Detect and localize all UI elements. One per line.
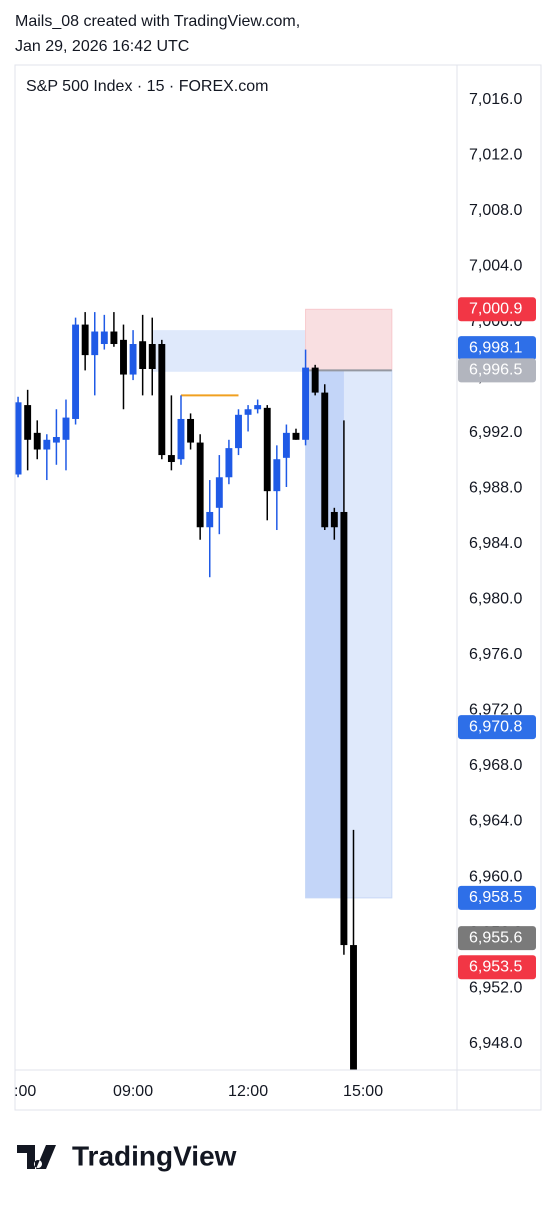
x-tick-label: :00 xyxy=(14,1083,36,1100)
candle-body xyxy=(187,418,195,443)
candle-body xyxy=(235,414,242,449)
candle-body xyxy=(52,437,60,443)
candle-body xyxy=(91,331,99,356)
candle-body xyxy=(33,432,41,450)
frame xyxy=(14,64,542,1111)
y-tick-label: 6,984.0 xyxy=(469,535,522,552)
price-label: 6,955.6 xyxy=(469,929,522,946)
price-label-box xyxy=(458,715,536,740)
price-label: 7,000.9 xyxy=(469,301,522,318)
candle-body xyxy=(15,402,22,475)
chart-title: S&P 500 Index · 15 · FOREX.com xyxy=(26,78,268,95)
candle-body xyxy=(321,392,329,528)
y-tick-label: 6,976.0 xyxy=(469,646,522,663)
candle-body xyxy=(24,405,32,440)
candle-body xyxy=(263,407,271,492)
y-tick-label: 7,008.0 xyxy=(469,202,522,219)
candle-body xyxy=(292,432,300,440)
price-label-box xyxy=(458,926,536,951)
candle-body xyxy=(139,341,147,369)
candle-body xyxy=(100,331,108,345)
price-label-box xyxy=(458,336,536,361)
logo-mark xyxy=(17,1145,56,1169)
candle-body xyxy=(330,511,338,528)
candle-body xyxy=(129,344,137,375)
stop-zone xyxy=(305,308,393,371)
y-tick-label: 6,952.0 xyxy=(469,979,522,996)
candle-body xyxy=(43,439,51,450)
x-tick-label: 15:00 xyxy=(343,1083,383,1100)
candle-body xyxy=(215,477,223,508)
price-label: 6,998.1 xyxy=(469,339,522,356)
price-label: 6,953.5 xyxy=(469,958,522,975)
y-tick-label: 6,964.0 xyxy=(469,813,522,830)
candle-body xyxy=(311,367,319,393)
logo: TradingView xyxy=(17,1140,237,1171)
y-tick-label: 7,012.0 xyxy=(469,146,522,163)
y-tick-label: 6,972.0 xyxy=(469,702,522,719)
candle-body xyxy=(340,511,348,946)
candle-body xyxy=(148,344,156,369)
y-tick-label: 6,980.0 xyxy=(469,591,522,608)
candle-body xyxy=(177,418,185,460)
y-tick-label: 6,948.0 xyxy=(469,1035,522,1052)
candle-body xyxy=(244,409,252,415)
y-tick-label: 7,004.0 xyxy=(469,257,522,274)
y-tick-label: 6,988.0 xyxy=(469,480,522,497)
x-tick-label: 12:00 xyxy=(228,1083,268,1100)
header-line: Jan 29, 2026 16:42 UTC xyxy=(15,38,189,55)
price-label-box xyxy=(458,885,536,910)
y-tick-label: 7,016.0 xyxy=(469,91,522,108)
candle-body xyxy=(81,324,89,356)
price-label: 6,970.8 xyxy=(469,718,522,735)
candle-body xyxy=(282,432,290,458)
candle-body xyxy=(350,945,357,1070)
candle-body xyxy=(254,405,262,410)
y-tick-label: 6,960.0 xyxy=(469,868,522,885)
price-label: 6,996.5 xyxy=(469,362,522,379)
price-label-box xyxy=(458,297,536,322)
candle-body xyxy=(167,455,175,463)
candle-body xyxy=(72,324,80,419)
price-label-box xyxy=(458,358,536,383)
candle-body xyxy=(225,448,233,478)
price-label: 6,958.5 xyxy=(469,889,522,906)
x-tick-label: 09:00 xyxy=(113,1083,153,1100)
candle-body xyxy=(158,344,166,456)
candle-body xyxy=(120,339,127,375)
header-line: Mails_08 created with TradingView.com, xyxy=(15,13,300,30)
candle-body xyxy=(196,442,204,528)
y-tick-label: 6,992.0 xyxy=(469,424,522,441)
plot-area xyxy=(15,308,393,1070)
y-tick-label: 6,968.0 xyxy=(469,757,522,774)
candle-body xyxy=(62,417,70,440)
candle-body xyxy=(206,511,214,528)
candle-body xyxy=(110,331,118,345)
candle-body xyxy=(302,367,310,440)
zone xyxy=(152,330,306,372)
axes-layer: 6,948.06,952.06,956.06,960.06,964.06,968… xyxy=(14,91,536,1100)
brand: TradingView xyxy=(72,1140,237,1171)
price-label-box xyxy=(458,955,536,980)
candle-body xyxy=(273,459,281,492)
